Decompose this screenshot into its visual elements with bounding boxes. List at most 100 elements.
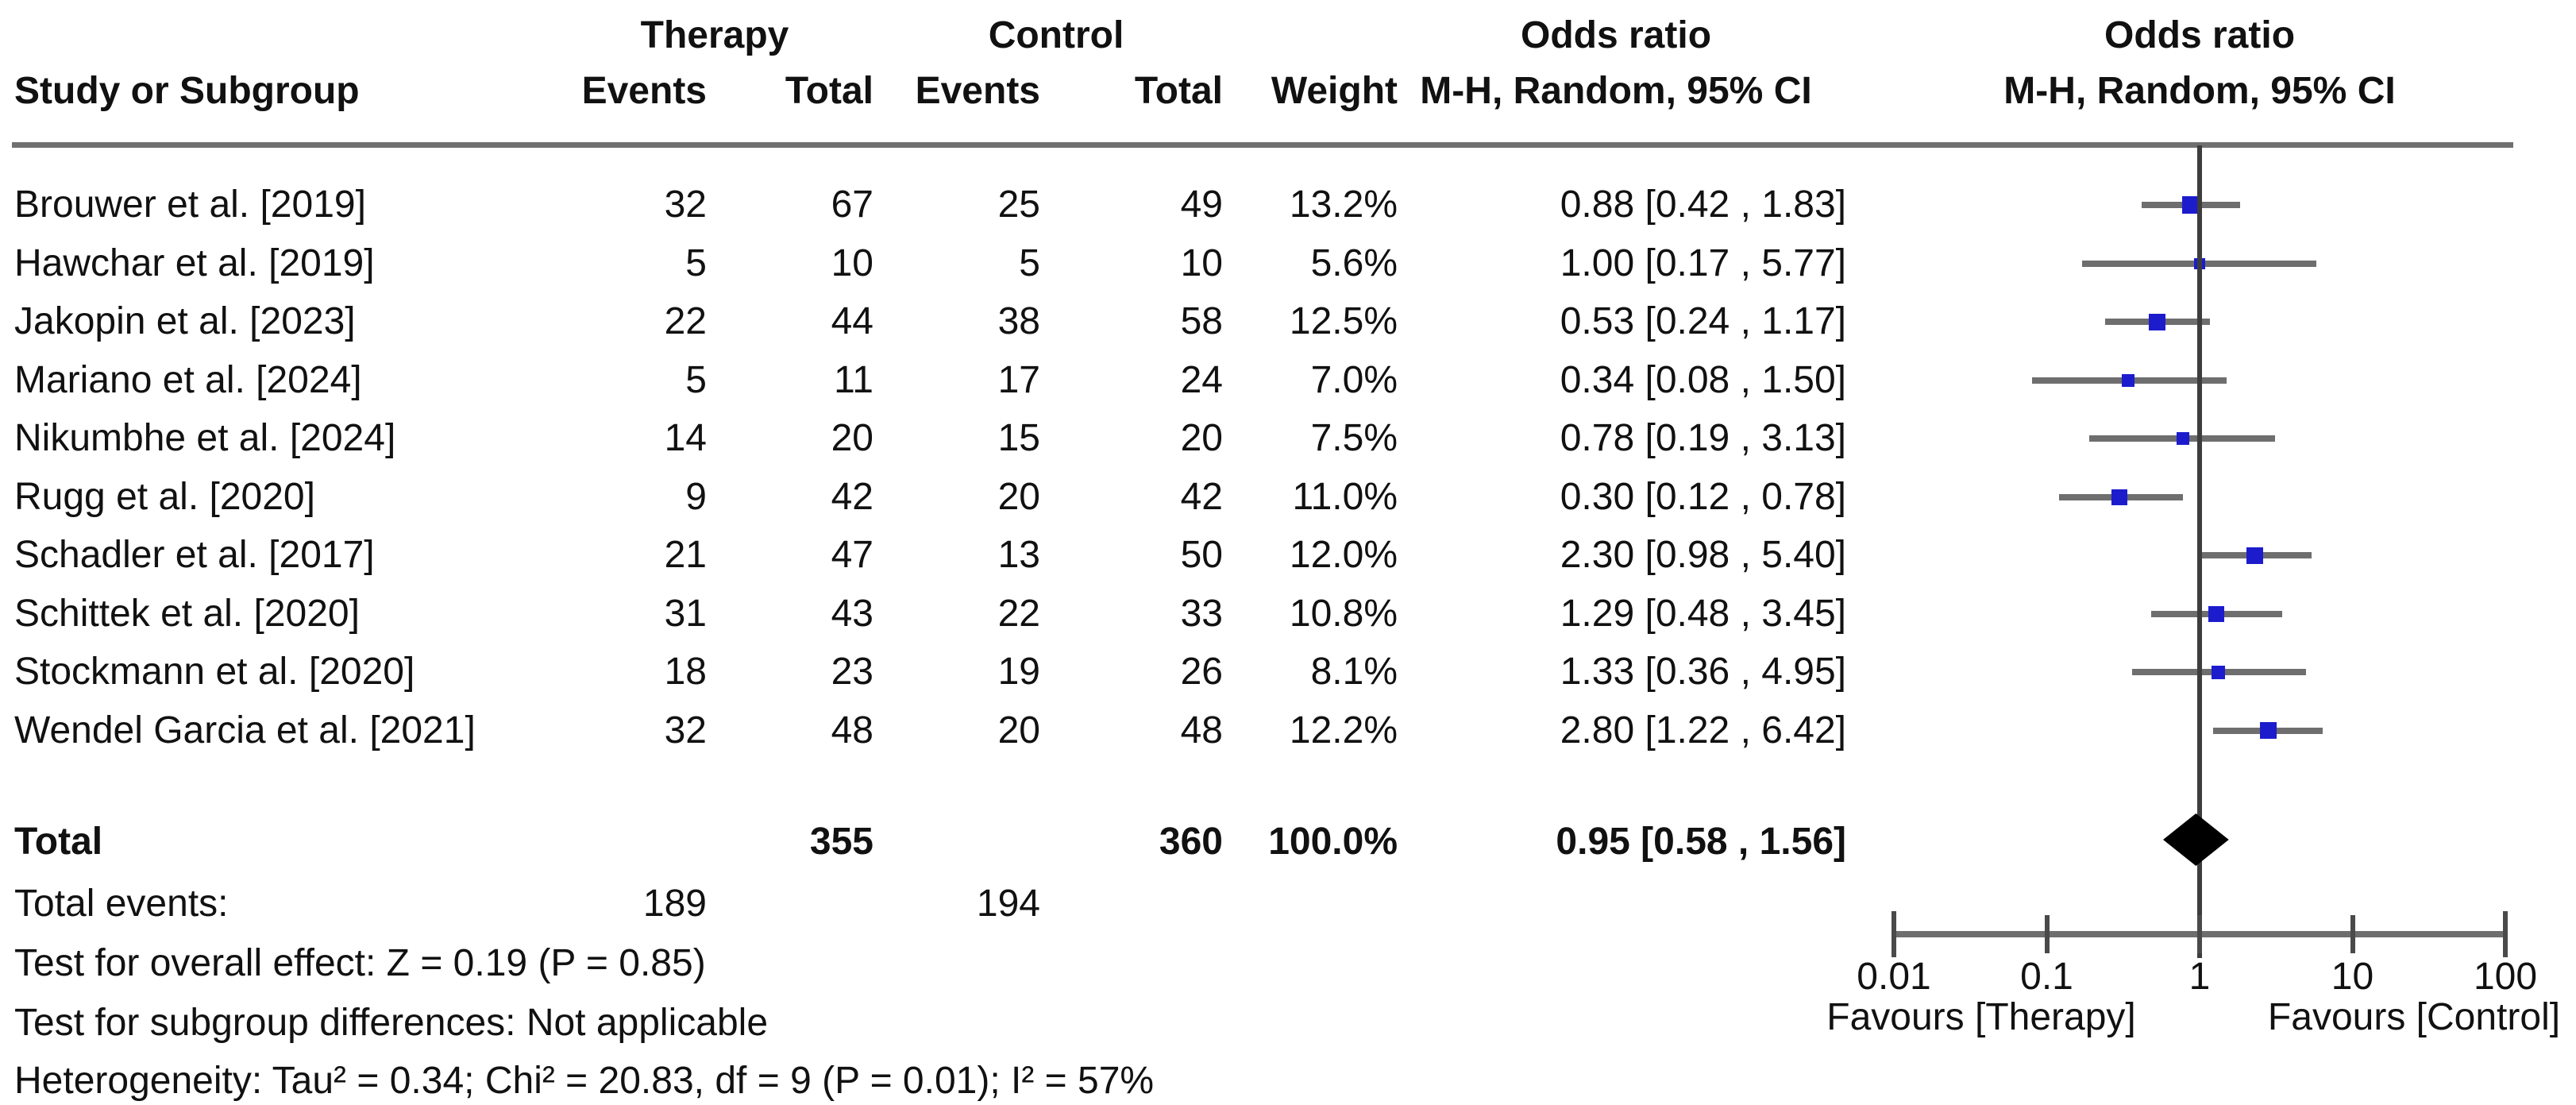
control-total: 49 (1180, 184, 1223, 226)
therapy-total: 20 (831, 417, 873, 460)
x-axis-tick-label: 0.1 (2020, 956, 2073, 998)
therapy-events: 32 (664, 709, 707, 751)
or-marker (2246, 547, 2264, 564)
x-axis-tick (2044, 915, 2050, 953)
header-therapy-events: Events (581, 70, 707, 112)
study-name: Nikumbhe et al. [2024] (14, 417, 396, 460)
control-events: 22 (997, 592, 1040, 635)
control-total: 58 (1180, 300, 1223, 343)
study-weight: 13.2% (1289, 184, 1398, 226)
header-weight: Weight (1271, 70, 1398, 112)
therapy-events: 14 (664, 417, 707, 460)
x-axis-tick (2350, 915, 2355, 953)
control-total: 50 (1180, 534, 1223, 577)
or-marker (2208, 605, 2225, 622)
study-or-ci-text: 2.80 [1.22 , 6.42] (1560, 709, 1846, 751)
or-marker (2121, 373, 2134, 387)
therapy-total: 67 (831, 184, 873, 226)
control-total: 26 (1180, 651, 1223, 694)
control-total: 24 (1180, 358, 1223, 401)
total-events-label: Total events: (14, 883, 229, 925)
study-weight: 10.8% (1289, 592, 1398, 635)
x-axis-tick-label: 10 (2331, 956, 2374, 998)
study-weight: 12.2% (1289, 709, 1398, 751)
study-or-ci-text: 1.29 [0.48 , 3.45] (1560, 592, 1846, 635)
or-marker (2259, 722, 2277, 740)
therapy-events: 21 (664, 534, 707, 577)
favours-therapy-label: Favours [Therapy] (1826, 996, 2136, 1038)
header-odds-ratio-column: Odds ratio (1520, 14, 1712, 56)
total-events-control: 194 (976, 883, 1040, 925)
header-method-ci-plot: M-H, Random, 95% CI (2003, 70, 2396, 112)
header-study-or-subgroup: Study or Subgroup (14, 70, 360, 112)
total-control-total: 360 (1159, 821, 1223, 863)
therapy-events: 9 (685, 475, 707, 518)
or-marker (2182, 196, 2200, 214)
favours-control-label: Favours [Control] (2267, 996, 2561, 1038)
header-group-therapy: Therapy (640, 14, 789, 56)
x-axis-tick (1892, 911, 1896, 957)
or-marker (2177, 432, 2190, 446)
study-name: Rugg et al. [2020] (14, 475, 315, 518)
study-weight: 7.0% (1310, 358, 1398, 401)
control-events: 17 (997, 358, 1040, 401)
study-or-ci-text: 2.30 [0.98 , 5.40] (1560, 534, 1846, 577)
therapy-total: 43 (831, 592, 873, 635)
study-weight: 12.5% (1289, 300, 1398, 343)
test-subgroup-differences: Test for subgroup differences: Not appli… (14, 1002, 769, 1044)
study-name: Brouwer et al. [2019] (14, 184, 366, 226)
study-weight: 11.0% (1292, 475, 1398, 518)
study-name: Hawchar et al. [2019] (14, 241, 375, 284)
study-or-ci-text: 0.88 [0.42 , 1.83] (1560, 184, 1846, 226)
or-marker (2149, 313, 2166, 330)
x-axis-tick-label: 100 (2473, 956, 2538, 998)
study-name: Jakopin et al. [2023] (14, 300, 356, 343)
study-or-ci-text: 0.78 [0.19 , 3.13] (1560, 417, 1846, 460)
header-group-control: Control (988, 14, 1124, 56)
control-events: 19 (997, 651, 1040, 694)
therapy-events: 18 (664, 651, 707, 694)
total-row-label: Total (14, 821, 103, 863)
no-effect-line (2197, 145, 2202, 958)
therapy-total: 44 (831, 300, 873, 343)
total-events-therapy: 189 (642, 883, 707, 925)
control-events: 13 (997, 534, 1040, 577)
control-events: 15 (997, 417, 1040, 460)
study-or-ci-text: 0.30 [0.12 , 0.78] (1560, 475, 1846, 518)
x-axis-tick-label: 1 (2188, 956, 2211, 998)
header-divider (12, 142, 2513, 148)
study-or-ci-text: 1.00 [0.17 , 5.77] (1560, 241, 1846, 284)
study-weight: 8.1% (1310, 651, 1398, 694)
x-axis-tick (2197, 915, 2202, 953)
study-weight: 7.5% (1310, 417, 1398, 460)
study-name: Wendel Garcia et al. [2021] (14, 709, 476, 751)
total-or-ci: 0.95 [0.58 , 1.56] (1556, 821, 1846, 863)
control-events: 25 (997, 184, 1040, 226)
therapy-total: 47 (831, 534, 873, 577)
therapy-events: 31 (664, 592, 707, 635)
or-marker (2212, 665, 2226, 679)
therapy-events: 5 (685, 358, 707, 401)
x-axis-tick (2503, 911, 2508, 957)
therapy-total: 48 (831, 709, 873, 751)
test-overall-effect: Test for overall effect: Z = 0.19 (P = 0… (14, 942, 706, 984)
study-weight: 12.0% (1289, 534, 1398, 577)
header-odds-ratio-plot: Odds ratio (2104, 14, 2296, 56)
study-name: Schittek et al. [2020] (14, 592, 360, 635)
therapy-events: 22 (664, 300, 707, 343)
study-name: Schadler et al. [2017] (14, 534, 375, 577)
control-total: 42 (1180, 475, 1223, 518)
therapy-events: 5 (685, 241, 707, 284)
control-events: 38 (997, 300, 1040, 343)
total-therapy-total: 355 (809, 821, 873, 863)
therapy-events: 32 (664, 184, 707, 226)
or-marker (2111, 489, 2128, 505)
control-total: 20 (1180, 417, 1223, 460)
study-name: Mariano et al. [2024] (14, 358, 362, 401)
control-total: 33 (1180, 592, 1223, 635)
study-or-ci-text: 0.53 [0.24 , 1.17] (1560, 300, 1846, 343)
header-therapy-total: Total (785, 70, 873, 112)
control-events: 20 (997, 709, 1040, 751)
control-events: 20 (997, 475, 1040, 518)
